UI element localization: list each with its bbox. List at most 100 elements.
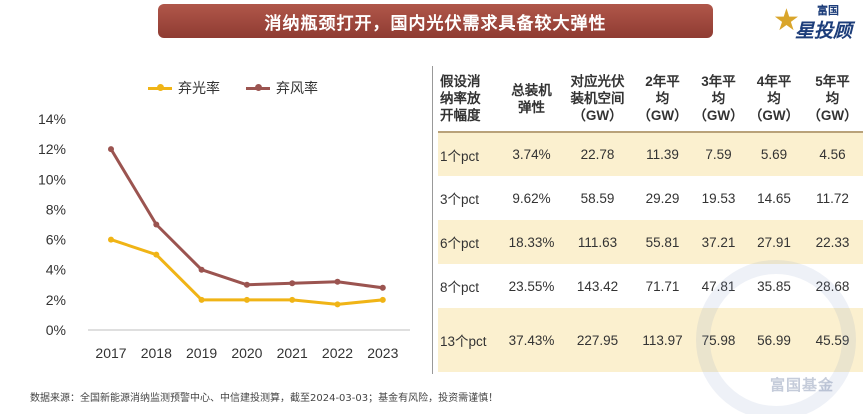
table-cell: 113.97 (634, 308, 691, 372)
data-point-wind (243, 281, 250, 288)
table-cell: 111.63 (561, 220, 634, 264)
chart-legend: 弃光率 弃风率 (148, 78, 318, 98)
table-header-line: 均 (655, 91, 670, 106)
table-cell: 19.53 (691, 176, 746, 220)
y-tick-label: 4% (46, 262, 66, 278)
data-point-wind (334, 278, 341, 285)
data-point-solar (108, 236, 114, 243)
table-cell: 71.71 (634, 264, 691, 308)
table-header-line: （GW） (637, 108, 688, 123)
x-tick-label: 2021 (277, 345, 308, 361)
x-tick-label: 2019 (186, 345, 217, 361)
table-header-line: 开幅度 (440, 108, 481, 123)
table-cell: 29.29 (634, 176, 691, 220)
table-header-line: 均 (767, 91, 781, 106)
legend-item-solar: 弃光率 (148, 78, 220, 98)
x-tick-label: 2020 (231, 345, 262, 361)
table-header-cell: 5年平均 （GW） (802, 66, 863, 133)
table-row: 3个pct 9.62% 58.59 29.29 19.53 14.65 11.72 (438, 176, 863, 220)
y-tick-label: 6% (46, 232, 66, 248)
y-tick-label: 2% (46, 292, 66, 308)
table-cell: 37.43% (502, 308, 561, 372)
data-point-wind (108, 146, 114, 153)
table-header-cell: 3年平均 （GW） (691, 66, 746, 133)
table-header-cell: 2年平均 （GW） (634, 66, 691, 133)
table-cell: 11.72 (802, 176, 863, 220)
table-header-cell: 假设消 纳率放 开幅度 (438, 66, 502, 133)
x-tick-label: 2017 (95, 345, 126, 361)
legend-item-wind: 弃风率 (246, 78, 318, 98)
series-line-wind (109, 147, 385, 290)
data-point-wind (153, 221, 160, 228)
table-row: 1个pct 3.74% 22.78 11.39 7.59 5.69 4.56 (438, 132, 863, 176)
y-tick-label: 14% (38, 111, 66, 127)
table-cell: 11.39 (634, 132, 691, 176)
table-cell: 227.95 (561, 308, 634, 372)
data-point-solar (243, 296, 250, 303)
data-point-solar (379, 296, 386, 303)
chart-title-banner: 消纳瓶颈打开，国内光伏需求具备较大弹性 (158, 4, 713, 38)
table-header-line: 均 (711, 91, 726, 106)
table-divider-line (432, 66, 433, 374)
table-cell: 3个pct (438, 176, 502, 220)
y-tick-label: 12% (38, 141, 66, 157)
x-tick-label: 2023 (367, 345, 398, 361)
legend-swatch-wind (246, 84, 270, 91)
star-icon: ★ (773, 3, 800, 38)
table-cell: 58.59 (561, 176, 634, 220)
table-header-line: 对应光伏 (570, 74, 625, 89)
table-header-line: （GW） (748, 108, 800, 123)
legend-label-wind: 弃风率 (276, 81, 318, 97)
legend-label-solar: 弃光率 (178, 81, 220, 97)
data-point-solar (289, 296, 296, 303)
table-cell: 1个pct (438, 132, 502, 176)
table-cell: 22.78 (561, 132, 634, 176)
table-cell: 143.42 (561, 264, 634, 308)
table-header-line: 均 (825, 91, 840, 106)
table-cell: 18.33% (502, 220, 561, 264)
table-row: 6个pct 18.33% 111.63 55.81 37.21 27.91 22.33 (438, 220, 863, 264)
source-note: 数据来源：全国新能源消纳监测预警中心、中信建投测算，截至2024-03-03；基… (30, 393, 499, 404)
table-header-line: （GW） (807, 108, 858, 123)
table-header-line: 假设消 (440, 74, 481, 89)
y-tick-label: 0% (46, 322, 66, 338)
data-point-solar (198, 296, 205, 303)
data-point-wind (379, 284, 386, 291)
table-cell: 4.56 (802, 132, 863, 176)
table-header-line: （GW） (693, 108, 744, 123)
x-tick-label: 2022 (322, 345, 353, 361)
watermark-text: 富国基金 (770, 376, 835, 394)
logo-brand-top: 富国 (817, 4, 839, 17)
table-cell: 6个pct (438, 220, 502, 264)
table-cell: 22.33 (802, 220, 863, 264)
brand-logo: ★ 富国 星投顾 (773, 2, 861, 46)
banner-title: 消纳瓶颈打开，国内光伏需求具备较大弹性 (264, 13, 607, 34)
x-tick-label: 2018 (141, 345, 172, 361)
scenario-table-panel: 假设消 纳率放 开幅度 总装机 弹性 对应光伏 装机空间 （GW） 2年平均（GW） 3年平均（G… (432, 66, 865, 374)
table-cell: 14.65 (746, 176, 802, 220)
table-header-line: 2年平 (645, 74, 680, 89)
line-chart: 0% 2% 4% 6% 8% 10% 12% 14% 2017 2018 2019 2020 2021 2… (38, 111, 410, 361)
table-header-line: 5年平 (815, 74, 850, 89)
data-point-wind (289, 280, 296, 287)
table-cell: 3.74% (502, 132, 561, 176)
series-line-solar (109, 238, 385, 306)
table-header-line: 4年平 (756, 74, 792, 89)
legend-swatch-solar (148, 84, 172, 91)
table-cell: 27.91 (746, 220, 802, 264)
data-point-solar (334, 301, 341, 308)
table-cell: 23.55% (502, 264, 561, 308)
table-header-line: 装机空间 (570, 91, 625, 106)
scenario-table: 假设消 纳率放 开幅度 总装机 弹性 对应光伏 装机空间 （GW） 2年平均（GW） 3年平均（G… (438, 66, 863, 372)
data-point-wind (198, 266, 205, 273)
table-cell: 7.59 (691, 132, 746, 176)
table-header-line: 3年平 (701, 74, 736, 89)
table-cell: 5.69 (746, 132, 802, 176)
table-header-cell: 对应光伏 装机空间 （GW） (561, 66, 634, 133)
table-header-line: 弹性 (518, 99, 545, 115)
table-header-cell: 4年平均 （GW） (746, 66, 802, 133)
table-header-cell: 总装机 弹性 (502, 66, 561, 133)
table-cell: 9.62% (502, 176, 561, 220)
table-cell: 8个pct (438, 264, 502, 308)
table-header-line: 纳率放 (440, 91, 481, 106)
